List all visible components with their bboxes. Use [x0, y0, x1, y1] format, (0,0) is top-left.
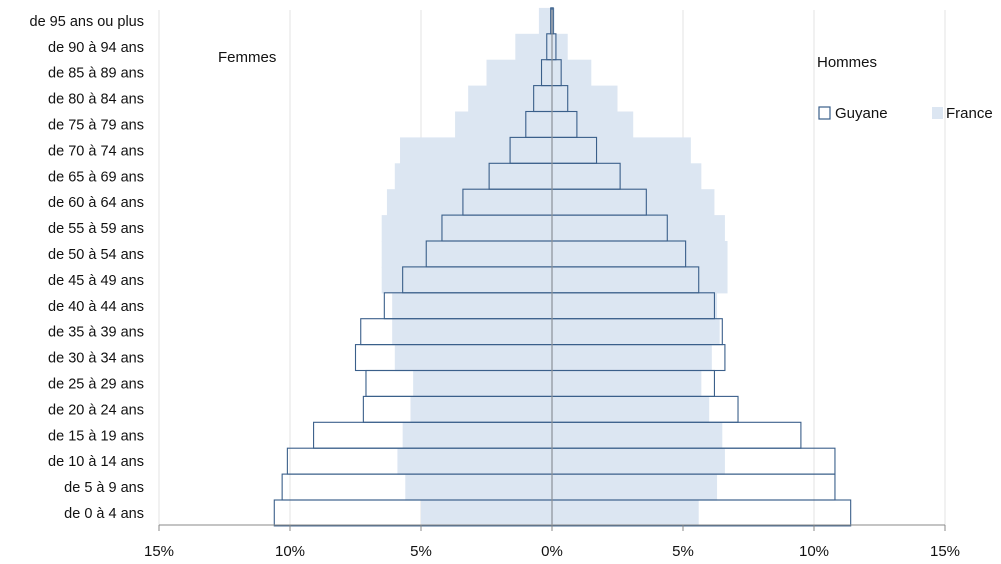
france-bar-hommes [552, 215, 725, 242]
france-bar-hommes [552, 189, 715, 216]
age-category-label: de 5 à 9 ans [64, 480, 144, 496]
age-category-label: de 15 à 19 ans [48, 428, 144, 444]
france-bar-femmes [392, 318, 552, 346]
france-bars [381, 7, 728, 527]
france-bar-femmes [486, 59, 552, 87]
france-bar-hommes [552, 111, 634, 138]
age-category-label: de 85 à 89 ans [48, 66, 144, 82]
france-bar-femmes [538, 7, 552, 35]
age-category-label: de 90 à 94 ans [48, 40, 144, 56]
legend-swatch-france [932, 107, 943, 119]
france-bar-hommes [552, 85, 618, 113]
legend-label-guyane: Guyane [835, 105, 888, 122]
france-bar-femmes [515, 33, 552, 61]
x-tick-label: 10% [275, 543, 305, 560]
age-category-label: de 35 à 39 ans [48, 325, 144, 341]
age-category-label: de 75 à 79 ans [48, 117, 144, 133]
france-bar-hommes [552, 266, 728, 294]
age-category-label: de 10 à 14 ans [48, 454, 144, 470]
france-bar-femmes [402, 422, 552, 449]
france-bar-femmes [392, 292, 552, 320]
legend: Guyane France [818, 105, 993, 122]
france-bar-femmes [405, 474, 552, 501]
age-category-labels: de 0 à 4 ans de 5 à 9 ans de 10 à 14 ans de… [30, 14, 144, 522]
x-tick-label: 5% [410, 543, 432, 560]
france-bar-femmes [394, 344, 552, 372]
france-bar-hommes [552, 137, 691, 164]
right-side-label: Hommes [817, 54, 877, 71]
france-bar-hommes [552, 163, 702, 190]
france-bar-femmes [400, 137, 552, 164]
age-category-label: de 0 à 4 ans [64, 506, 144, 522]
france-bar-hommes [552, 422, 723, 449]
france-bar-hommes [552, 370, 702, 397]
legend-label-france: France [946, 105, 993, 122]
france-bar-femmes [410, 396, 552, 423]
age-category-label: de 70 à 74 ans [48, 143, 144, 159]
france-bar-femmes [397, 448, 552, 475]
age-category-label: de 60 à 64 ans [48, 195, 144, 211]
france-bar-hommes [552, 33, 568, 61]
age-category-label: de 30 à 34 ans [48, 351, 144, 367]
age-category-label: de 40 à 44 ans [48, 299, 144, 315]
age-category-label: de 45 à 49 ans [48, 273, 144, 289]
france-bar-hommes [552, 448, 725, 475]
france-bar-hommes [552, 318, 720, 346]
france-bar-femmes [381, 266, 552, 294]
age-category-label: de 20 à 24 ans [48, 402, 144, 418]
age-category-label: de 25 à 29 ans [48, 376, 144, 392]
france-bar-hommes [552, 292, 718, 320]
x-tick-label: 5% [672, 543, 694, 560]
france-bar-hommes [552, 241, 728, 268]
legend-swatch-guyane [818, 106, 831, 120]
x-tick-label: 15% [930, 543, 960, 560]
age-category-label: de 65 à 69 ans [48, 169, 144, 185]
left-side-label: Femmes [218, 49, 276, 66]
x-axis: 15% 10% 5% 0% 5% 10% 15% [144, 10, 960, 560]
france-bar-femmes [386, 189, 552, 216]
x-tick-label: 0% [541, 543, 563, 560]
france-bar-hommes [552, 500, 699, 527]
france-bar-hommes [552, 59, 592, 87]
france-bar-femmes [421, 500, 552, 527]
france-bar-femmes [413, 370, 552, 397]
x-tick-label: 15% [144, 543, 174, 560]
france-bar-femmes [381, 215, 552, 242]
age-category-label: de 80 à 84 ans [48, 92, 144, 108]
x-tick-label: 10% [799, 543, 829, 560]
france-bar-femmes [468, 85, 552, 113]
france-bar-femmes [455, 111, 552, 138]
france-bar-hommes [552, 396, 710, 423]
guyane-bars [273, 7, 852, 527]
age-category-label: de 50 à 54 ans [48, 247, 144, 263]
france-bar-hommes [552, 344, 712, 372]
france-bar-hommes [552, 474, 718, 501]
france-bar-femmes [394, 163, 552, 190]
age-category-label: de 95 ans ou plus [30, 14, 144, 30]
age-category-label: de 55 à 59 ans [48, 221, 144, 237]
france-bar-femmes [381, 241, 552, 268]
